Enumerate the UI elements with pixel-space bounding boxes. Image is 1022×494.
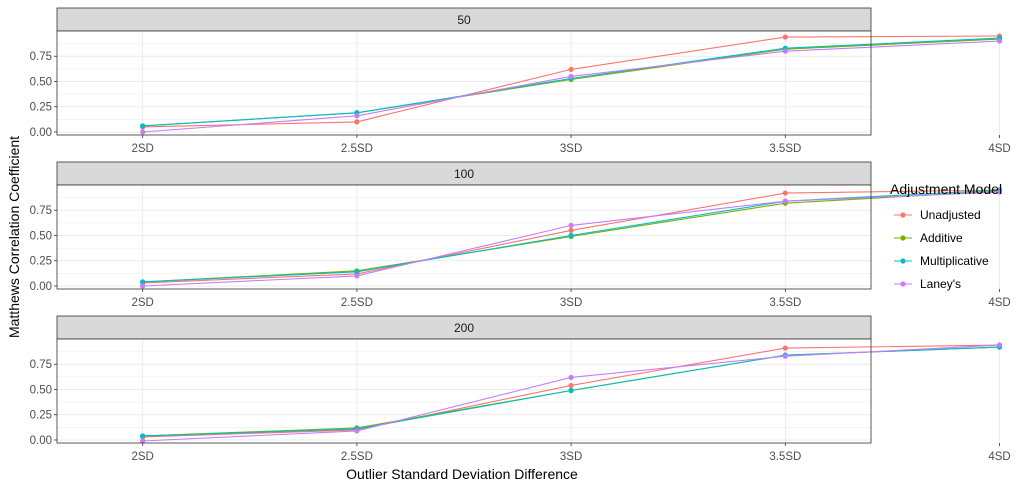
data-point-laney-s bbox=[140, 129, 146, 135]
data-point-laney-s bbox=[782, 198, 788, 204]
data-point-laney-s bbox=[996, 189, 1003, 195]
data-point-laney-s bbox=[996, 38, 1003, 44]
legend-label-laney-s: Laney's bbox=[920, 277, 961, 291]
data-point-multiplicative bbox=[140, 433, 146, 439]
data-point-laney-s bbox=[140, 283, 146, 289]
facet-panel-200: 200 0.00 0.25 0.50 0.75 2SD 2.5SD 3SD 3.5SD 4SD bbox=[30, 315, 1011, 463]
data-point-multiplicative bbox=[354, 269, 360, 275]
facet-strip-label: 100 bbox=[454, 167, 474, 181]
y-tick-label: 0.50 bbox=[30, 384, 52, 396]
y-tick-label: 0.75 bbox=[30, 205, 52, 217]
x-tick-label: 3.5SD bbox=[769, 143, 801, 155]
panel-border bbox=[56, 30, 872, 136]
data-point-unadjusted bbox=[782, 190, 788, 196]
x-tick-label: 2.5SD bbox=[341, 143, 373, 155]
x-tick-label: 4SD bbox=[988, 297, 1010, 309]
data-point-multiplicative bbox=[140, 123, 146, 129]
legend-label-unadjusted: Unadjusted bbox=[920, 208, 981, 222]
panel-border bbox=[56, 184, 872, 290]
x-tick-label: 3SD bbox=[560, 143, 582, 155]
data-point-unadjusted bbox=[568, 66, 574, 72]
facet-panel-100: 100 0.00 0.25 0.50 0.75 2SD 2.5SD 3SD 3.5SD 4SD bbox=[30, 161, 1011, 309]
y-tick-label: 0.75 bbox=[30, 359, 52, 371]
data-point-unadjusted bbox=[568, 382, 574, 389]
legend-key-point-unadjusted bbox=[900, 212, 906, 218]
data-point-laney-s bbox=[782, 48, 788, 54]
legend-key-point-additive bbox=[900, 235, 906, 241]
data-point-laney-s bbox=[568, 374, 574, 380]
y-tick-label: 0.25 bbox=[30, 102, 52, 114]
data-point-laney-s bbox=[568, 73, 574, 80]
y-tick-label: 0.25 bbox=[30, 256, 52, 268]
x-tick-label: 2.5SD bbox=[341, 297, 373, 309]
x-tick-label: 2.5SD bbox=[341, 451, 373, 463]
x-tick-label: 3.5SD bbox=[769, 297, 801, 309]
legend-key-point-multiplicative bbox=[900, 258, 906, 264]
data-point-unadjusted bbox=[782, 345, 788, 351]
x-tick-label: 2SD bbox=[131, 451, 153, 463]
facet-panel-50: 50 0.00 0.25 0.50 0.75 2SD 2.5SD 3SD 3.5SD 4SD bbox=[30, 7, 1011, 155]
x-tick-label: 3SD bbox=[560, 451, 582, 463]
y-tick-label: 0.00 bbox=[30, 435, 52, 447]
data-point-multiplicative bbox=[568, 387, 574, 394]
y-tick-label: 0.50 bbox=[30, 230, 52, 242]
plot-background bbox=[57, 31, 871, 135]
data-point-multiplicative bbox=[568, 232, 574, 239]
legend: Adjustment Model Unadjusted Additive Multi… bbox=[890, 181, 1002, 291]
data-point-laney-s bbox=[782, 353, 788, 359]
legend-key-point-laney-s bbox=[900, 281, 906, 287]
facet-strip-label: 50 bbox=[457, 13, 471, 27]
data-point-laney-s bbox=[140, 438, 146, 444]
x-tick-label: 4SD bbox=[988, 451, 1010, 463]
x-tick-label: 3.5SD bbox=[769, 451, 801, 463]
legend-title: Adjustment Model bbox=[890, 181, 1002, 197]
y-tick-label: 0.00 bbox=[30, 127, 52, 139]
legend-label-additive: Additive bbox=[920, 231, 963, 245]
facet-strip-label: 200 bbox=[454, 321, 474, 335]
legend-label-multiplicative: Multiplicative bbox=[920, 254, 989, 268]
y-tick-label: 0.50 bbox=[30, 76, 52, 88]
y-tick-label: 0.25 bbox=[30, 410, 52, 422]
data-point-unadjusted bbox=[568, 227, 574, 234]
data-point-multiplicative bbox=[140, 279, 146, 285]
x-axis-title: Outlier Standard Deviation Difference bbox=[346, 466, 578, 482]
data-point-laney-s bbox=[996, 342, 1003, 348]
y-tick-label: 0.75 bbox=[30, 51, 52, 63]
data-point-unadjusted bbox=[782, 34, 788, 40]
data-point-laney-s bbox=[354, 273, 360, 279]
data-point-laney-s bbox=[354, 113, 360, 119]
x-tick-label: 4SD bbox=[988, 143, 1010, 155]
data-point-laney-s bbox=[354, 428, 360, 434]
panel-border bbox=[56, 338, 872, 444]
x-tick-label: 3SD bbox=[560, 297, 582, 309]
y-tick-label: 0.00 bbox=[30, 281, 52, 293]
data-point-unadjusted bbox=[354, 119, 360, 125]
data-point-laney-s bbox=[568, 222, 574, 228]
x-tick-label: 2SD bbox=[131, 297, 153, 309]
x-tick-label: 2SD bbox=[131, 143, 153, 155]
y-axis-title: Matthews Correlation Coefficient bbox=[6, 136, 22, 338]
